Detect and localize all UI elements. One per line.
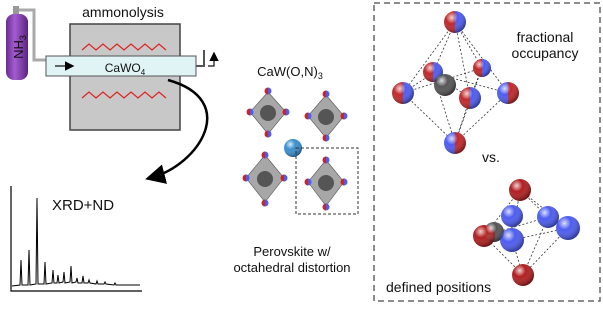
perovskite-structure: CaW(O,N)3 Perovskite w/ octahedral disto… (233, 64, 358, 275)
product-formula: CaW(O,N) (257, 64, 318, 79)
gas-formula: NH (11, 40, 26, 59)
precursor-subscript: 4 (141, 68, 146, 77)
product-caption: octahedral distortion (233, 260, 350, 275)
product-label: CaW(O,N)3 (257, 64, 323, 81)
top-label: fractional (517, 29, 574, 45)
diffraction-pattern: XRD+ND (11, 186, 142, 291)
precursor-formula: CaWO (105, 61, 141, 75)
top-label: occupancy (512, 45, 579, 61)
separator: vs. (482, 149, 500, 165)
precursor-label: CaWO4 (105, 61, 146, 77)
gas-cylinder: NH3 (6, 6, 48, 80)
measurement-label: XRD+ND (52, 197, 114, 214)
gas-subscript: 3 (18, 35, 28, 40)
furnace: ammonolysis CaWO4 (46, 4, 214, 178)
comparison-panel: fractional occupancy vs. defined positio… (374, 3, 600, 301)
product-subscript: 3 (318, 71, 323, 81)
bottom-label: defined positions (386, 279, 491, 295)
graphical-abstract: NH3 ammonolysis CaWO4 XRD+ND CaW(O,N)3 P… (0, 0, 603, 304)
furnace-label: ammonolysis (82, 4, 164, 20)
product-caption: Perovskite w/ (253, 244, 331, 259)
